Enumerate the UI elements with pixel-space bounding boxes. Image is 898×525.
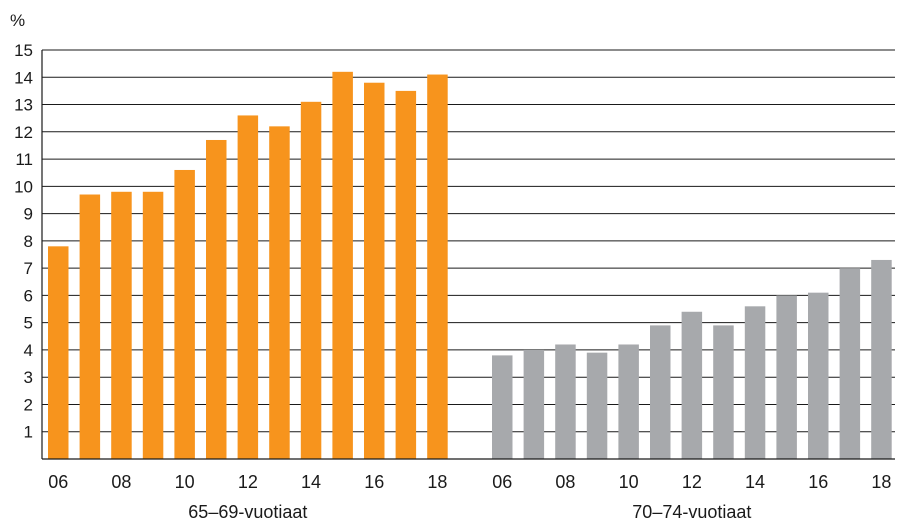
x-tick-label: 12 xyxy=(238,472,258,492)
y-tick-label: 8 xyxy=(24,232,33,251)
x-tick-label: 16 xyxy=(808,472,828,492)
y-tick-label: 5 xyxy=(24,314,33,333)
bars xyxy=(48,71,892,460)
bar xyxy=(174,169,195,459)
y-axis-unit: % xyxy=(10,11,25,30)
x-tick-label: 12 xyxy=(682,472,702,492)
bar xyxy=(839,268,861,459)
bar xyxy=(523,349,545,459)
bar xyxy=(111,191,132,459)
x-tick-label: 06 xyxy=(48,472,68,492)
x-tick-label: 14 xyxy=(745,472,765,492)
x-tick-label: 10 xyxy=(175,472,195,492)
y-tick-label: 9 xyxy=(24,205,33,224)
y-tick-label: 4 xyxy=(24,341,33,360)
x-tick-label: 18 xyxy=(427,472,447,492)
gridlines xyxy=(42,49,895,433)
y-tick-label: 7 xyxy=(24,259,33,278)
bar xyxy=(871,259,892,459)
bar xyxy=(492,355,513,459)
group-label: 70–74-vuotiaat xyxy=(632,502,751,522)
bar xyxy=(332,71,353,460)
bar xyxy=(586,352,608,459)
y-tick-label: 6 xyxy=(24,286,33,305)
bar xyxy=(206,139,227,460)
x-tick-label: 06 xyxy=(492,472,512,492)
x-tick-label: 16 xyxy=(364,472,384,492)
y-tick-label: 1 xyxy=(24,423,33,442)
y-tick-label: 15 xyxy=(14,41,33,60)
bar xyxy=(237,115,259,459)
bar xyxy=(48,246,69,459)
bar xyxy=(618,344,639,459)
bar xyxy=(650,325,671,459)
x-tick-label: 14 xyxy=(301,472,321,492)
y-tick-label: 13 xyxy=(14,96,33,115)
y-tick-label: 11 xyxy=(15,150,33,169)
bar xyxy=(300,101,322,459)
bar xyxy=(364,82,385,459)
x-axis-ticks: 06 08 10 12 14 16 18 06 08 10 12 14 16 18 xyxy=(48,472,891,492)
bar xyxy=(713,325,734,459)
y-tick-label: 2 xyxy=(24,395,33,414)
bar xyxy=(395,90,417,460)
x-tick-label: 08 xyxy=(555,472,575,492)
group-labels: 65–69-vuotiaat 70–74-vuotiaat xyxy=(188,502,751,522)
bar xyxy=(79,194,101,459)
bar xyxy=(269,126,290,459)
y-tick-label: 10 xyxy=(14,177,33,196)
y-tick-label: 14 xyxy=(14,68,33,87)
bar xyxy=(808,292,829,459)
bar xyxy=(744,306,766,459)
bar xyxy=(427,74,448,459)
y-tick-label: 12 xyxy=(14,123,33,142)
bar xyxy=(555,344,576,459)
x-tick-label: 10 xyxy=(619,472,639,492)
x-tick-label: 08 xyxy=(111,472,131,492)
y-tick-label: 3 xyxy=(24,368,33,387)
bar xyxy=(681,311,703,459)
bar xyxy=(142,191,164,459)
bar xyxy=(776,295,797,459)
group-label: 65–69-vuotiaat xyxy=(188,502,307,522)
x-tick-label: 18 xyxy=(871,472,891,492)
